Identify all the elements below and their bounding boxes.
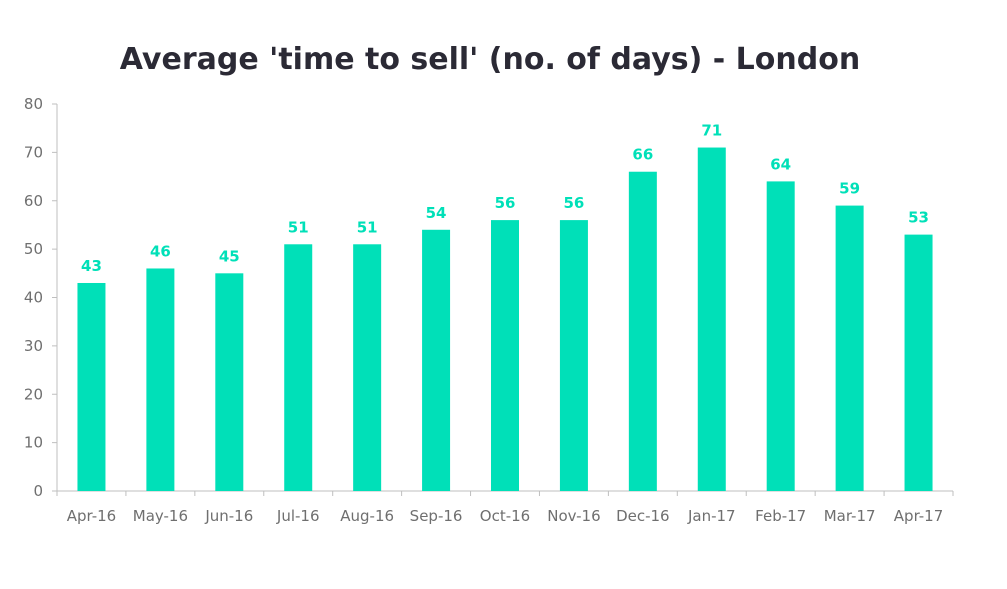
data-label: 51 xyxy=(357,218,378,236)
bar xyxy=(284,244,313,491)
data-label: 53 xyxy=(908,209,929,227)
data-label: 64 xyxy=(770,155,791,173)
x-tick-label: Apr-16 xyxy=(67,507,117,525)
data-label: 71 xyxy=(701,122,722,140)
x-tick-label: May-16 xyxy=(133,507,188,525)
data-label: 54 xyxy=(426,204,447,222)
bar xyxy=(215,273,244,491)
y-tick-label: 40 xyxy=(24,289,43,307)
data-label: 46 xyxy=(150,242,171,260)
x-tick-label: Apr-17 xyxy=(894,507,944,525)
bar xyxy=(353,244,382,491)
y-tick-label: 10 xyxy=(24,434,43,452)
data-label: 59 xyxy=(839,180,860,198)
y-tick-label: 20 xyxy=(24,385,43,403)
y-tick-label: 80 xyxy=(24,95,43,113)
x-tick-label: Dec-16 xyxy=(616,507,670,525)
bar xyxy=(422,229,451,491)
y-tick-label: 30 xyxy=(24,337,43,355)
bar xyxy=(146,268,175,491)
x-tick-label: Feb-17 xyxy=(755,507,806,525)
bar xyxy=(697,147,726,491)
data-label: 56 xyxy=(563,194,584,212)
data-label: 45 xyxy=(219,247,240,265)
y-tick-label: 70 xyxy=(24,143,43,161)
y-tick-label: 60 xyxy=(24,192,43,210)
data-label: 66 xyxy=(632,146,653,164)
x-tick-label: Sep-16 xyxy=(410,507,463,525)
bar xyxy=(766,181,795,491)
bar xyxy=(904,234,933,492)
x-tick-label: Oct-16 xyxy=(480,507,530,525)
x-tick-label: Nov-16 xyxy=(547,507,600,525)
x-tick-label: Jun-16 xyxy=(204,507,253,525)
y-tick-label: 50 xyxy=(24,240,43,258)
x-tick-label: Mar-17 xyxy=(824,507,876,525)
bar xyxy=(559,220,588,491)
x-tick-label: Jul-16 xyxy=(276,507,320,525)
bar xyxy=(835,205,864,491)
y-tick-label: 0 xyxy=(33,482,43,500)
chart-title: Average 'time to sell' (no. of days) - L… xyxy=(119,42,861,77)
data-label: 56 xyxy=(495,194,516,212)
bar xyxy=(491,220,519,491)
data-label: 43 xyxy=(81,257,102,275)
bar xyxy=(77,282,106,491)
data-label: 51 xyxy=(288,218,309,236)
x-tick-label: Aug-16 xyxy=(340,507,394,525)
bar xyxy=(628,171,657,491)
x-tick-label: Jan-17 xyxy=(687,507,736,525)
